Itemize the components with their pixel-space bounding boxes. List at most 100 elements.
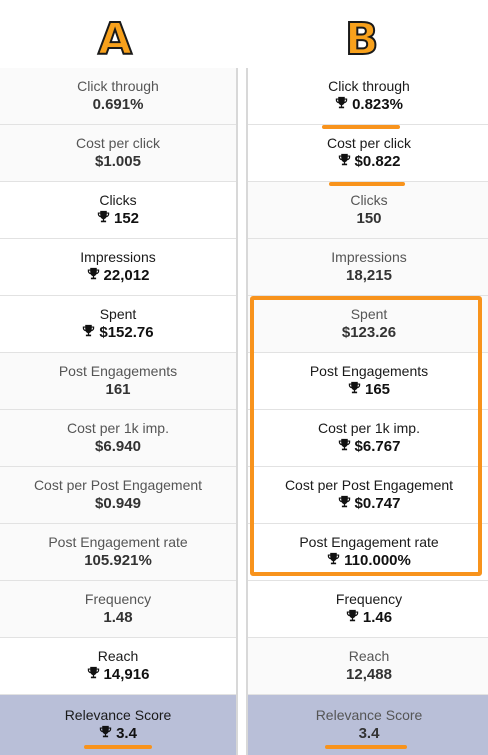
metric-label: Relevance Score xyxy=(64,707,172,723)
metric-label: Post Engagement rate xyxy=(299,534,439,550)
underline-cost-per-click-b xyxy=(329,182,405,186)
metric-value-text: 0.823% xyxy=(352,96,403,113)
trophy-icon xyxy=(87,665,100,685)
metric-value-text: 165 xyxy=(364,381,391,398)
b-metric-click-through: Click through 0.823% xyxy=(248,68,488,125)
metric-label: Post Engagements xyxy=(309,363,429,379)
metric-value-text: 3.4 xyxy=(358,725,380,742)
metric-value-text: 150 xyxy=(356,210,382,227)
metric-value-text: 14,916 xyxy=(103,666,150,683)
metric-value-text: 18,215 xyxy=(346,267,392,284)
metric-value-text: $6.767 xyxy=(354,438,401,455)
metric-value: 165 xyxy=(348,380,390,400)
b-metric-cost-per-click: Cost per click $0.822 xyxy=(248,125,488,182)
metric-label: Cost per 1k imp. xyxy=(67,420,169,436)
column-a-header: A xyxy=(97,14,133,65)
metric-value-text: 0.691% xyxy=(92,96,144,113)
trophy-icon xyxy=(338,152,351,172)
column-a: Click through 0.691% Cost per click $1.005 C… xyxy=(0,68,238,755)
metric-label: Cost per Post Engagement xyxy=(284,477,454,493)
metric-value-text: 12,488 xyxy=(346,666,392,683)
metric-value: 12,488 xyxy=(346,665,392,685)
metric-value: $0.822 xyxy=(338,152,401,172)
metric-value: $1.005 xyxy=(95,152,141,172)
metric-value-text: $1.005 xyxy=(95,153,141,170)
a-metric-click-through: Click through 0.691% xyxy=(0,68,236,125)
metric-value: 105.921% xyxy=(84,551,152,571)
column-b: Click through 0.823% Cost per click $0.822 C… xyxy=(246,68,488,755)
trophy-icon xyxy=(99,724,112,744)
metric-label: Cost per click xyxy=(326,135,412,151)
b-metric-cost-per-post-engagement: Cost per Post Engagement $0.747 xyxy=(248,467,488,524)
metric-value-text: 152 xyxy=(113,210,140,227)
metric-value: 18,215 xyxy=(346,266,392,286)
metric-value: $0.949 xyxy=(95,494,141,514)
highlight-box xyxy=(250,296,482,576)
metric-value: 152 xyxy=(97,209,139,229)
metric-value-text: $0.747 xyxy=(354,495,401,512)
metric-value: $123.26 xyxy=(342,323,396,343)
a-metric-post-engagement-rate: Post Engagement rate 105.921% xyxy=(0,524,236,581)
a-metric-cost-per-click: Cost per click $1.005 xyxy=(0,125,236,182)
metric-label: Spent xyxy=(99,306,137,322)
b-metric-post-engagement-rate: Post Engagement rate 110.000% xyxy=(248,524,488,581)
metric-label: Click through xyxy=(328,78,410,94)
metric-label: Cost per click xyxy=(75,135,161,151)
underline-relevance-a xyxy=(84,745,152,749)
metric-value: 14,916 xyxy=(87,665,150,685)
metric-label: Post Engagement rate xyxy=(48,534,188,550)
metric-value: 0.691% xyxy=(93,95,144,115)
b-metric-impressions: Impressions 18,215 xyxy=(248,239,488,296)
metric-value-text: $0.949 xyxy=(95,495,141,512)
metric-value: $6.767 xyxy=(338,437,401,457)
metric-value-text: $152.76 xyxy=(99,324,154,341)
trophy-icon xyxy=(346,608,359,628)
trophy-icon xyxy=(327,551,340,571)
b-metric-spent: Spent $123.26 xyxy=(248,296,488,353)
metric-label: Click through xyxy=(77,78,159,94)
metric-label: Impressions xyxy=(80,249,156,265)
trophy-icon xyxy=(335,95,348,115)
a-metric-impressions: Impressions 22,012 xyxy=(0,239,236,296)
metric-value-text: $123.26 xyxy=(341,324,397,341)
b-metric-cost-per-1k-imp: Cost per 1k imp. $6.767 xyxy=(248,410,488,467)
a-metric-cost-per-1k-imp: Cost per 1k imp. $6.940 xyxy=(0,410,236,467)
metric-value-text: 161 xyxy=(105,381,131,398)
a-metric-reach: Reach 14,916 xyxy=(0,638,236,695)
a-metric-frequency: Frequency 1.48 xyxy=(0,581,236,638)
metric-value: 3.4 xyxy=(359,724,380,744)
metric-label: Cost per 1k imp. xyxy=(318,420,420,436)
metric-label: Reach xyxy=(97,648,139,664)
metric-value-text: 1.46 xyxy=(362,609,393,626)
metric-label: Clicks xyxy=(99,192,137,208)
metric-label: Frequency xyxy=(84,591,152,607)
metric-label: Post Engagements xyxy=(58,363,178,379)
b-metric-post-engagements: Post Engagements 165 xyxy=(248,353,488,410)
metric-label: Relevance Score xyxy=(315,707,423,723)
metric-value-text: 105.921% xyxy=(84,552,152,569)
metric-value: 1.46 xyxy=(346,608,392,628)
trophy-icon xyxy=(338,494,351,514)
a-metric-clicks: Clicks 152 xyxy=(0,182,236,239)
underline-click-through-b xyxy=(322,125,400,129)
metric-value: 161 xyxy=(105,380,130,400)
metric-label: Cost per Post Engagement xyxy=(33,477,203,493)
a-metric-post-engagements: Post Engagements 161 xyxy=(0,353,236,410)
metric-value: 0.823% xyxy=(335,95,403,115)
metric-value: $0.747 xyxy=(338,494,401,514)
b-metric-clicks: Clicks 150 xyxy=(248,182,488,239)
trophy-icon xyxy=(87,266,100,286)
a-metric-spent: Spent $152.76 xyxy=(0,296,236,353)
a-metric-cost-per-post-engagement: Cost per Post Engagement $0.949 xyxy=(0,467,236,524)
column-b-header: B xyxy=(344,14,380,65)
metric-label: Reach xyxy=(348,648,390,664)
metric-value-text: $0.822 xyxy=(354,153,401,170)
metric-value-text: $6.940 xyxy=(95,438,141,455)
metric-label: Clicks xyxy=(350,192,388,208)
metric-value-text: 110.000% xyxy=(344,552,411,569)
b-metric-reach: Reach 12,488 xyxy=(248,638,488,695)
metric-value-text: 3.4 xyxy=(116,725,137,742)
metric-value: 150 xyxy=(356,209,381,229)
metric-value: 110.000% xyxy=(327,551,411,571)
metric-value: 3.4 xyxy=(99,724,137,744)
